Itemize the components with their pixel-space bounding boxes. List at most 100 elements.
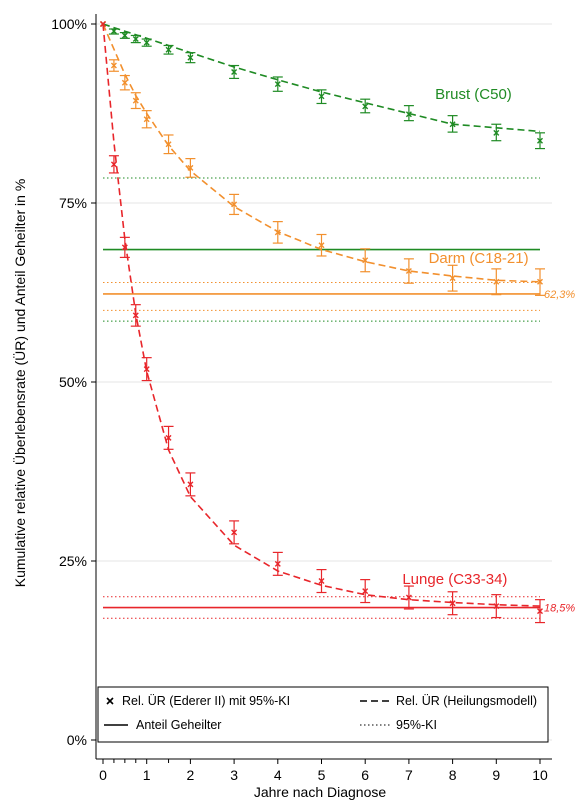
data-point-lunge (362, 588, 369, 595)
x-tick-label: 5 (318, 767, 326, 783)
axes (95, 14, 552, 760)
marker-stroke (405, 594, 412, 601)
data-point-darm (165, 141, 172, 148)
marker-stroke (405, 268, 412, 275)
marker-stroke (231, 529, 238, 536)
data-point-lunge (318, 578, 325, 585)
marker-stroke (493, 278, 500, 285)
legend: Rel. ÜR (Ederer II) mit 95%-KI Rel. ÜR (H… (97, 686, 549, 743)
marker-stroke (187, 481, 194, 488)
data-point-darm (143, 116, 150, 123)
model-curves (102, 23, 541, 607)
marker-stroke (449, 275, 456, 282)
data-point-brust (274, 81, 281, 88)
marker-stroke (110, 161, 117, 168)
data-point-lunge (121, 244, 128, 251)
marker-stroke (187, 164, 194, 171)
cure-fraction-lines (103, 177, 540, 619)
data-point-lunge (187, 481, 194, 488)
x-tick-label: 9 (492, 767, 500, 783)
marker-stroke (449, 121, 456, 128)
marker-stroke (318, 93, 325, 100)
data-point-brust (493, 129, 500, 136)
data-point-brust (165, 46, 172, 53)
marker-stroke (121, 244, 128, 251)
x-tick-label: 10 (532, 767, 548, 783)
legend-label: Rel. ÜR (Ederer II) mit 95%-KI (122, 694, 290, 708)
data-markers (100, 21, 543, 615)
marker-stroke (231, 68, 238, 75)
marker-stroke (121, 79, 128, 86)
data-point-lunge (449, 600, 456, 607)
marker-stroke (318, 242, 325, 249)
marker-stroke (362, 257, 369, 264)
marker-stroke (493, 129, 500, 136)
data-point-darm (405, 268, 412, 275)
y-tick-label: 100% (51, 16, 87, 32)
y-axis-title: Kumulative relative Überlebensrate (ÜR) … (11, 179, 28, 588)
marker-stroke (143, 116, 150, 123)
legend-entry: 95%-KI (360, 718, 437, 732)
data-point-darm (449, 275, 456, 282)
data-point-lunge (165, 434, 172, 441)
legend-entry: Rel. ÜR (Heilungsmodell) (360, 694, 537, 708)
y-tick-label: 0% (67, 732, 87, 748)
data-point-lunge (274, 560, 281, 567)
series-labels: Brust (C50) Darm (C18-21) 62,3% Lunge (C33-… (402, 86, 575, 614)
data-point-brust (318, 93, 325, 100)
y-tick-label: 50% (59, 374, 87, 390)
marker-stroke (274, 229, 281, 236)
legend-entry: Anteil Geheilter (104, 718, 221, 732)
marker-stroke (110, 28, 117, 35)
data-point-brust (110, 28, 117, 35)
model-curve-brust (102, 23, 541, 133)
grid-lines (96, 23, 552, 741)
data-point-lunge (405, 594, 412, 601)
data-point-darm (537, 278, 543, 285)
data-point-lunge (100, 21, 106, 27)
marker-stroke (274, 81, 281, 88)
model-curve-darm (102, 23, 541, 283)
model-curve-lunge (102, 23, 541, 607)
data-point-darm (318, 242, 325, 249)
marker-stroke (362, 588, 369, 595)
marker-stroke (405, 111, 412, 118)
data-point-brust (537, 137, 543, 144)
marker-stroke (187, 54, 194, 61)
marker-stroke (231, 201, 238, 208)
marker-stroke (121, 32, 128, 39)
cure-value-lunge: 18,5% (544, 603, 575, 615)
error-bar-brust (403, 105, 414, 122)
marker-stroke (110, 62, 117, 69)
data-point-lunge (132, 312, 139, 319)
x-axis-title: Jahre nach Diagnose (254, 784, 387, 800)
marker-stroke (143, 39, 150, 46)
x-tick-label: 7 (405, 767, 413, 783)
legend-entry: Rel. ÜR (Ederer II) mit 95%-KI (106, 694, 290, 708)
x-tick-label: 6 (361, 767, 369, 783)
marker-stroke (362, 103, 369, 110)
data-point-brust (121, 32, 128, 39)
series-label-brust: Brust (C50) (435, 86, 512, 103)
data-point-brust (405, 111, 412, 118)
data-point-brust (362, 103, 369, 110)
legend-box (97, 686, 549, 743)
data-point-darm (121, 79, 128, 86)
marker-stroke (132, 312, 139, 319)
marker-stroke (537, 278, 543, 285)
data-point-darm (493, 278, 500, 285)
marker-stroke (274, 560, 281, 567)
data-point-brust (187, 54, 194, 61)
data-point-brust (132, 36, 139, 43)
marker-stroke (165, 46, 172, 53)
legend-label: Anteil Geheilter (136, 718, 221, 732)
marker-stroke (132, 36, 139, 43)
marker-stroke (537, 137, 543, 144)
marker-stroke (449, 600, 456, 607)
data-point-darm (274, 229, 281, 236)
series-label-darm: Darm (C18-21) (429, 250, 529, 267)
marker-stroke (493, 603, 500, 610)
data-point-brust (231, 68, 238, 75)
error-bars (108, 28, 545, 624)
